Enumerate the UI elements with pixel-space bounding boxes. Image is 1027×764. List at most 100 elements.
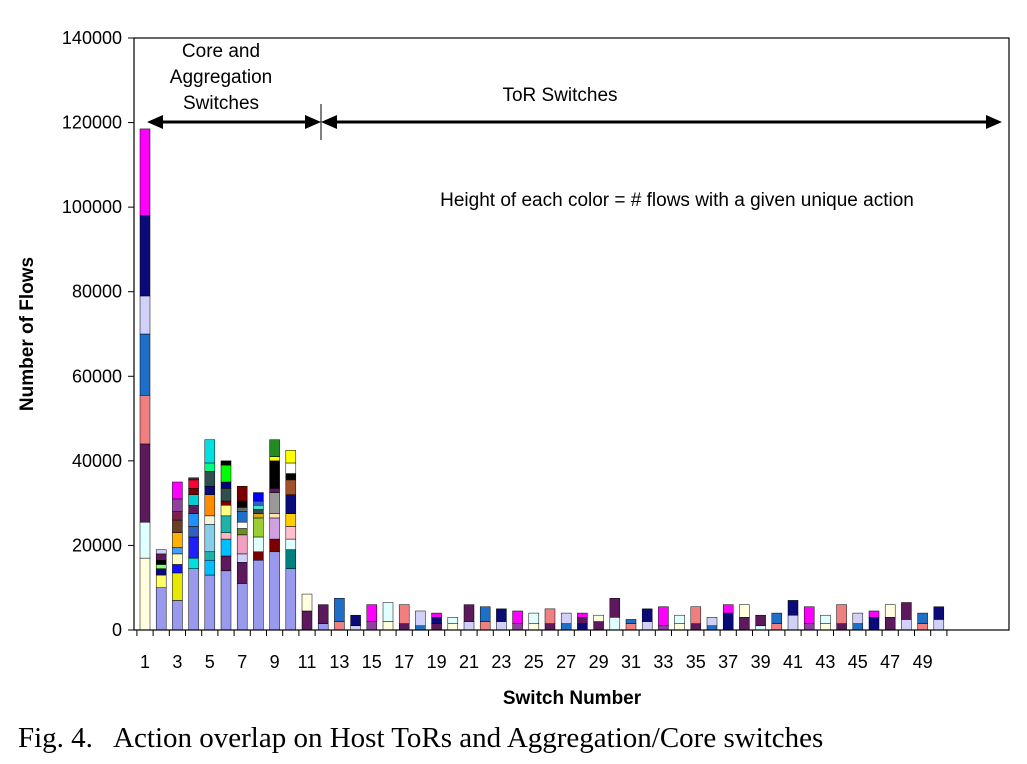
bars-group bbox=[139, 128, 945, 631]
bar-segment-switch-14 bbox=[350, 614, 361, 627]
core-aggregation-annotation: Core and Aggregation Switches bbox=[147, 41, 321, 129]
x-axis: 1 3 5 7 9 11 13 15 17 19 21 23 25 27 29 31 33 35 37 39 41 43 4… bbox=[136, 630, 948, 672]
bar-segment-switch-3 bbox=[172, 519, 183, 533]
y-tick-label: 0 bbox=[112, 620, 122, 640]
bar-segment-switch-33 bbox=[658, 606, 669, 627]
bar-segment-switch-31 bbox=[625, 623, 637, 631]
x-tick-label: 7 bbox=[237, 652, 247, 672]
bar-segment-switch-5 bbox=[204, 462, 216, 472]
y-tick-label: 20000 bbox=[72, 535, 122, 555]
bar-segment-switch-40 bbox=[771, 612, 783, 624]
bar-segment-switch-1 bbox=[139, 128, 151, 216]
bar-segment-switch-4 bbox=[188, 513, 199, 527]
bar-segment-switch-43 bbox=[820, 614, 831, 624]
bar-segment-switch-13 bbox=[334, 598, 345, 622]
x-tick-label: 19 bbox=[427, 652, 447, 672]
x-tick-label: 35 bbox=[686, 652, 706, 672]
bar-segment-switch-6 bbox=[220, 488, 232, 502]
bar-segment-switch-1 bbox=[139, 521, 151, 559]
bar-segment-switch-6 bbox=[220, 555, 232, 572]
bar-segment-switch-35 bbox=[690, 623, 702, 631]
bar-segment-switch-32 bbox=[641, 621, 653, 631]
bar-segment-switch-8 bbox=[253, 505, 264, 510]
group1-label-line-2: Aggregation bbox=[170, 67, 272, 88]
bar-segment-switch-16 bbox=[382, 621, 394, 631]
bar-segment-switch-6 bbox=[220, 538, 232, 557]
bar-segment-switch-37 bbox=[722, 604, 734, 614]
bar-segment-switch-10 bbox=[285, 513, 297, 527]
bar-segment-switch-6 bbox=[220, 505, 232, 517]
group1-label-line-1: Core and bbox=[182, 41, 260, 62]
y-tick-label: 80000 bbox=[72, 282, 122, 302]
x-tick-label: 15 bbox=[362, 652, 382, 672]
bar-segment-switch-45 bbox=[852, 623, 864, 631]
bar-segment-switch-5 bbox=[204, 524, 216, 553]
x-tick-label: 47 bbox=[880, 652, 900, 672]
x-tick-label: 37 bbox=[718, 652, 738, 672]
bar-segment-switch-23 bbox=[496, 608, 507, 622]
x-tick-label: 49 bbox=[913, 652, 933, 672]
bar-segment-switch-7 bbox=[236, 485, 248, 502]
bar-segment-switch-44 bbox=[836, 623, 847, 631]
bar-segment-switch-5 bbox=[204, 485, 216, 495]
figure-caption: Fig. 4. Action overlap on Host ToRs and … bbox=[18, 722, 824, 754]
bar-segment-switch-3 bbox=[172, 481, 183, 500]
bar-segment-switch-10 bbox=[285, 538, 297, 550]
bar-segment-switch-9 bbox=[269, 488, 280, 493]
bar-segment-switch-7 bbox=[236, 511, 248, 523]
bar-segment-switch-3 bbox=[172, 498, 183, 512]
bar-segment-switch-20 bbox=[447, 623, 459, 631]
bar-segment-switch-28 bbox=[577, 612, 588, 618]
bar-segment-switch-18 bbox=[415, 625, 426, 631]
bar-segment-switch-7 bbox=[236, 500, 248, 508]
bar-segment-switch-38 bbox=[739, 604, 750, 618]
bar-segment-switch-3 bbox=[172, 532, 183, 548]
bar-segment-switch-8 bbox=[253, 509, 264, 514]
bar-segment-switch-1 bbox=[139, 443, 151, 523]
bar-segment-switch-1 bbox=[139, 215, 151, 297]
bar-segment-switch-28 bbox=[577, 623, 588, 631]
bar-segment-switch-2 bbox=[155, 587, 167, 631]
bar-segment-switch-21 bbox=[463, 604, 475, 622]
x-tick-label: 1 bbox=[140, 652, 150, 672]
bar-segment-switch-19 bbox=[431, 617, 442, 624]
y-axis: 0 20000 40000 60000 80000 100000 120000 140000 bbox=[62, 28, 134, 640]
bar-segment-switch-25 bbox=[528, 612, 540, 624]
bar-segment-switch-10 bbox=[285, 473, 297, 481]
bar-segment-switch-10 bbox=[285, 494, 297, 514]
bar-segment-switch-21 bbox=[463, 621, 475, 631]
bar-segment-switch-6 bbox=[220, 481, 232, 489]
x-tick-label: 9 bbox=[270, 652, 280, 672]
bar-segment-switch-32 bbox=[641, 608, 653, 622]
bar-segment-switch-11 bbox=[301, 593, 313, 612]
y-tick-label: 120000 bbox=[62, 113, 122, 133]
bar-segment-switch-42 bbox=[803, 623, 815, 631]
bar-segment-switch-17 bbox=[398, 623, 410, 631]
bar-segment-switch-10 bbox=[285, 549, 297, 569]
bar-segment-switch-49 bbox=[917, 612, 928, 624]
bar-segment-switch-9 bbox=[269, 492, 280, 514]
bar-segment-switch-50 bbox=[933, 606, 945, 620]
bar-segment-switch-10 bbox=[285, 462, 297, 474]
bar-segment-switch-34 bbox=[674, 623, 685, 631]
bar-segment-switch-9 bbox=[269, 551, 280, 631]
bar-segment-switch-4 bbox=[188, 477, 199, 481]
bar-segment-switch-18 bbox=[415, 610, 426, 627]
bar-segment-switch-12 bbox=[317, 623, 329, 631]
bar-segment-switch-43 bbox=[820, 623, 831, 631]
bar-segment-switch-4 bbox=[188, 568, 199, 631]
bar-segment-switch-36 bbox=[706, 617, 718, 627]
y-tick-label: 100000 bbox=[62, 197, 122, 217]
bar-segment-switch-22 bbox=[479, 606, 491, 622]
bar-segment-switch-1 bbox=[139, 557, 151, 631]
bar-segment-switch-41 bbox=[787, 600, 799, 616]
bar-segment-switch-7 bbox=[236, 562, 248, 584]
bar-segment-switch-30 bbox=[609, 598, 621, 618]
y-tick-label: 60000 bbox=[72, 366, 122, 386]
bar-segment-switch-8 bbox=[253, 551, 264, 561]
bar-segment-switch-22 bbox=[479, 621, 491, 631]
bar-segment-switch-2 bbox=[155, 549, 167, 555]
bar-segment-switch-26 bbox=[544, 608, 556, 624]
bar-segment-switch-46 bbox=[868, 610, 880, 618]
